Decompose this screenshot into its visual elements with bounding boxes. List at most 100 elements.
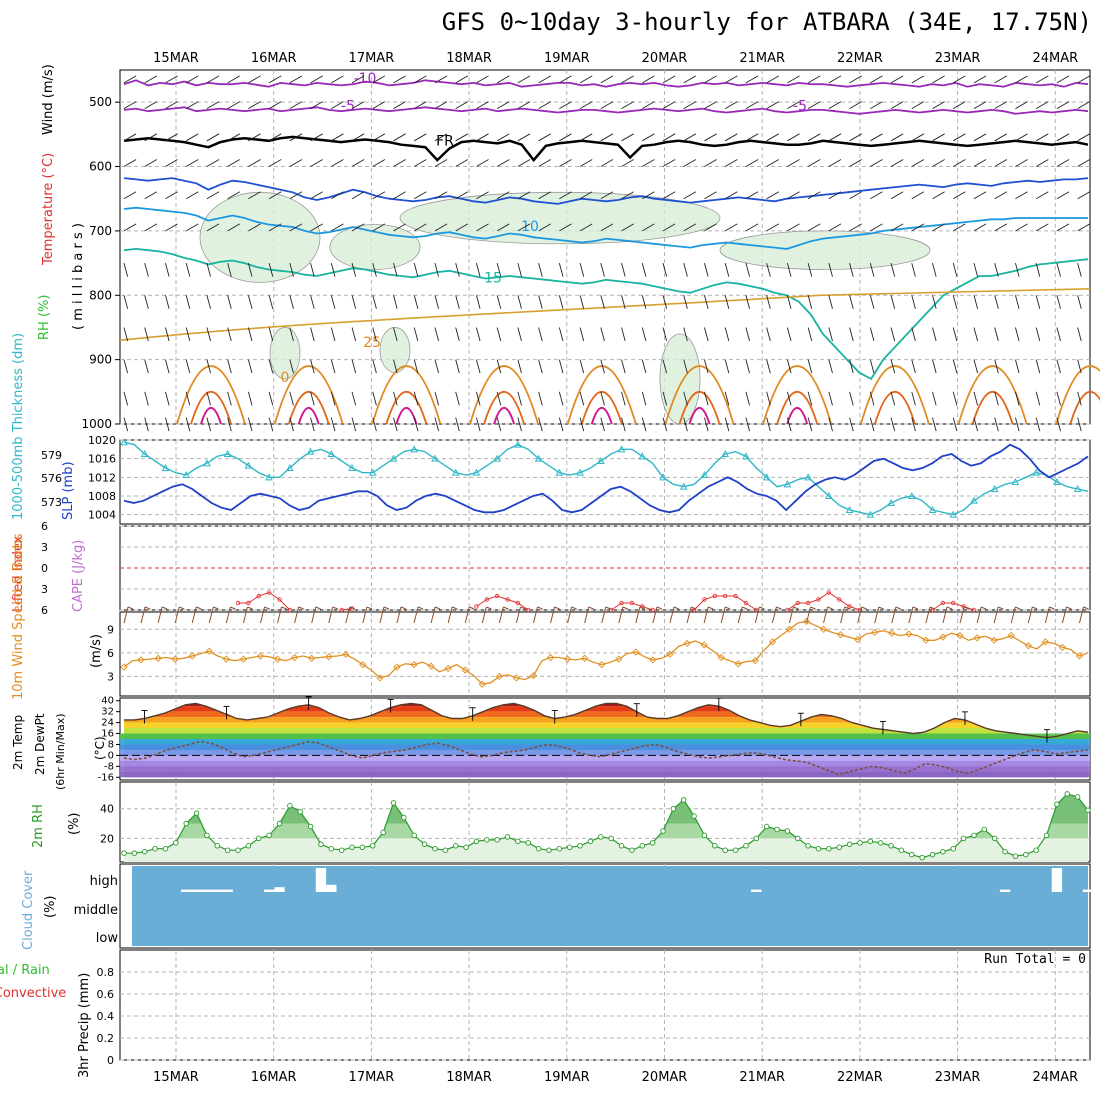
wind-barb [351, 223, 365, 232]
wind-barb [227, 295, 232, 309]
surface-wind-barb [328, 606, 334, 624]
wind-barb [517, 295, 522, 309]
temp-band [124, 703, 1088, 707]
wind-barb [1077, 191, 1090, 200]
wind-barb [642, 101, 655, 110]
wind-barb [123, 75, 137, 84]
rh2m-marker [898, 847, 905, 853]
rh2m-marker [981, 826, 988, 833]
wind-barb [579, 262, 585, 277]
wind-barb [185, 223, 199, 232]
isotherm-hot-arc [590, 406, 613, 425]
rh2m-marker [763, 823, 770, 830]
wind-barb [662, 133, 676, 142]
wind-barb [517, 75, 531, 84]
lifted-index-marker [837, 597, 842, 602]
wind-barb [641, 262, 647, 277]
wind-barb [641, 359, 647, 374]
wind-barb [828, 101, 842, 110]
wind-barb [786, 262, 792, 277]
wind-barb [248, 159, 261, 167]
wind-barb [413, 391, 419, 406]
wind-tick-label: 6 [107, 647, 114, 660]
pressure-tick-label: 700 [89, 224, 112, 238]
temp-band-lower [120, 760, 1090, 767]
rh2m-marker [421, 841, 428, 848]
wind-barb [621, 191, 634, 200]
wind-barb [579, 417, 585, 432]
rh2m-marker [359, 844, 366, 851]
wind-barb [227, 262, 232, 277]
wind-barb [185, 359, 191, 374]
wind-speed-marker [751, 657, 759, 665]
wind-barb [144, 359, 149, 374]
wind-barb [227, 327, 232, 342]
wind-barb [434, 101, 448, 110]
wind-barb [268, 417, 274, 432]
wind-barb [869, 327, 875, 342]
wind-barb [414, 133, 427, 142]
pressure-tick-label: 900 [89, 353, 112, 367]
wind-barb [248, 191, 261, 200]
wind-barb [745, 327, 750, 342]
wind-barb [351, 262, 357, 277]
wind-barb [807, 159, 821, 167]
wind-barb [766, 417, 771, 432]
rh2m-marker [608, 835, 614, 842]
wind-barb [206, 159, 220, 167]
wind-barb [828, 391, 833, 406]
wind-barb [973, 191, 987, 200]
wind-barb [310, 417, 315, 432]
panel-frame-cloud [119, 863, 1091, 949]
rh2m-marker [141, 848, 148, 855]
wind-barb [828, 327, 833, 342]
wind-barb [766, 75, 780, 84]
wind-barb [268, 159, 282, 167]
pressure-tick-label: 600 [89, 160, 112, 174]
wind-barb [227, 159, 241, 167]
wind-barb [330, 417, 336, 432]
wind-barb [185, 133, 199, 142]
wind-barb [973, 327, 979, 342]
wind-barb [331, 75, 344, 84]
rh2m-marker [452, 843, 459, 849]
wind-barb [206, 417, 211, 432]
wind-barb [185, 75, 199, 84]
surface-wind-barb [498, 606, 504, 624]
surface-wind-barb-flag [196, 606, 202, 610]
date-label-bottom: 22MAR [837, 1070, 883, 1085]
wind-barb [351, 133, 365, 142]
wind-barb [704, 391, 709, 406]
wind-barb [1056, 159, 1070, 167]
wind-barb [745, 262, 750, 277]
rh2m-marker [121, 850, 127, 856]
lifted-index-marker [505, 597, 510, 602]
wind-barb [123, 417, 129, 432]
lifted-index-line [238, 591, 291, 611]
surface-wind-barb-flag [315, 606, 321, 610]
wind-barb [1035, 75, 1049, 84]
wind-barb [704, 75, 717, 84]
surface-wind-barb-flag [895, 606, 901, 610]
thickness-marker [286, 463, 294, 471]
rh-axis-label: RH (%) [37, 295, 52, 340]
surface-wind-barb [225, 606, 231, 624]
temp-band [124, 706, 1088, 712]
date-label-top: 16MAR [251, 51, 297, 66]
wind-speed-marker [529, 671, 538, 680]
wind-barb [165, 75, 178, 84]
wind-barb [289, 75, 303, 84]
wind-barb [185, 191, 199, 200]
wind-barb [248, 101, 261, 110]
wind-barb [144, 159, 158, 167]
rh2m-marker [1074, 794, 1081, 800]
wind-barb [890, 327, 896, 342]
rh2m-line [124, 793, 1089, 859]
wind-barb [165, 133, 178, 142]
rh2m-unit-label: (%) [67, 813, 82, 836]
wind-barb [704, 223, 717, 232]
rh2m-marker [287, 803, 293, 809]
wind-barb [434, 295, 440, 309]
surface-wind-barb-flag [707, 606, 714, 610]
high-cloud-bar [212, 889, 223, 892]
